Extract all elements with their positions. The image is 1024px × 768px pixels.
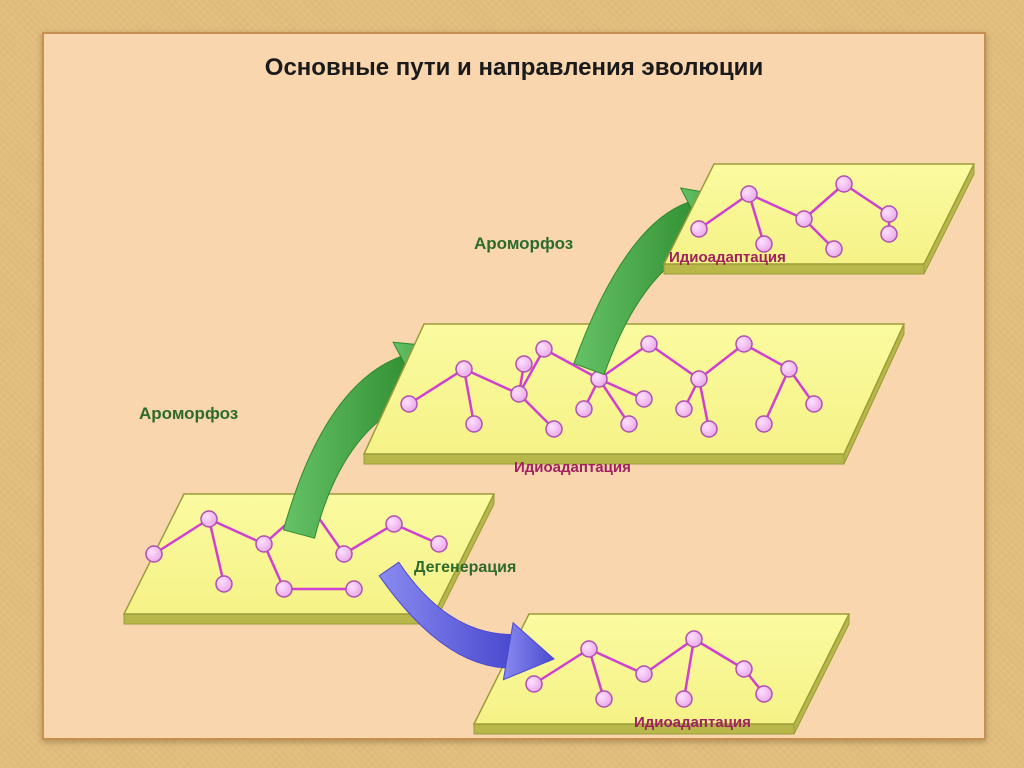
diagram-label: Идиоадаптация [669,249,786,266]
diagram-panel: Основные пути и направления эволюции Аро… [42,32,986,740]
diagram-label: Идиоадаптация [634,714,751,731]
diagram-label: Идиоадаптация [514,459,631,476]
diagram-label: Дегенерация [414,559,516,577]
outer-frame: Основные пути и направления эволюции Аро… [0,0,1024,768]
diagram-label: Ароморфоз [474,234,573,254]
diagram-label: Ароморфоз [139,404,238,424]
diagram-svg [44,34,984,738]
